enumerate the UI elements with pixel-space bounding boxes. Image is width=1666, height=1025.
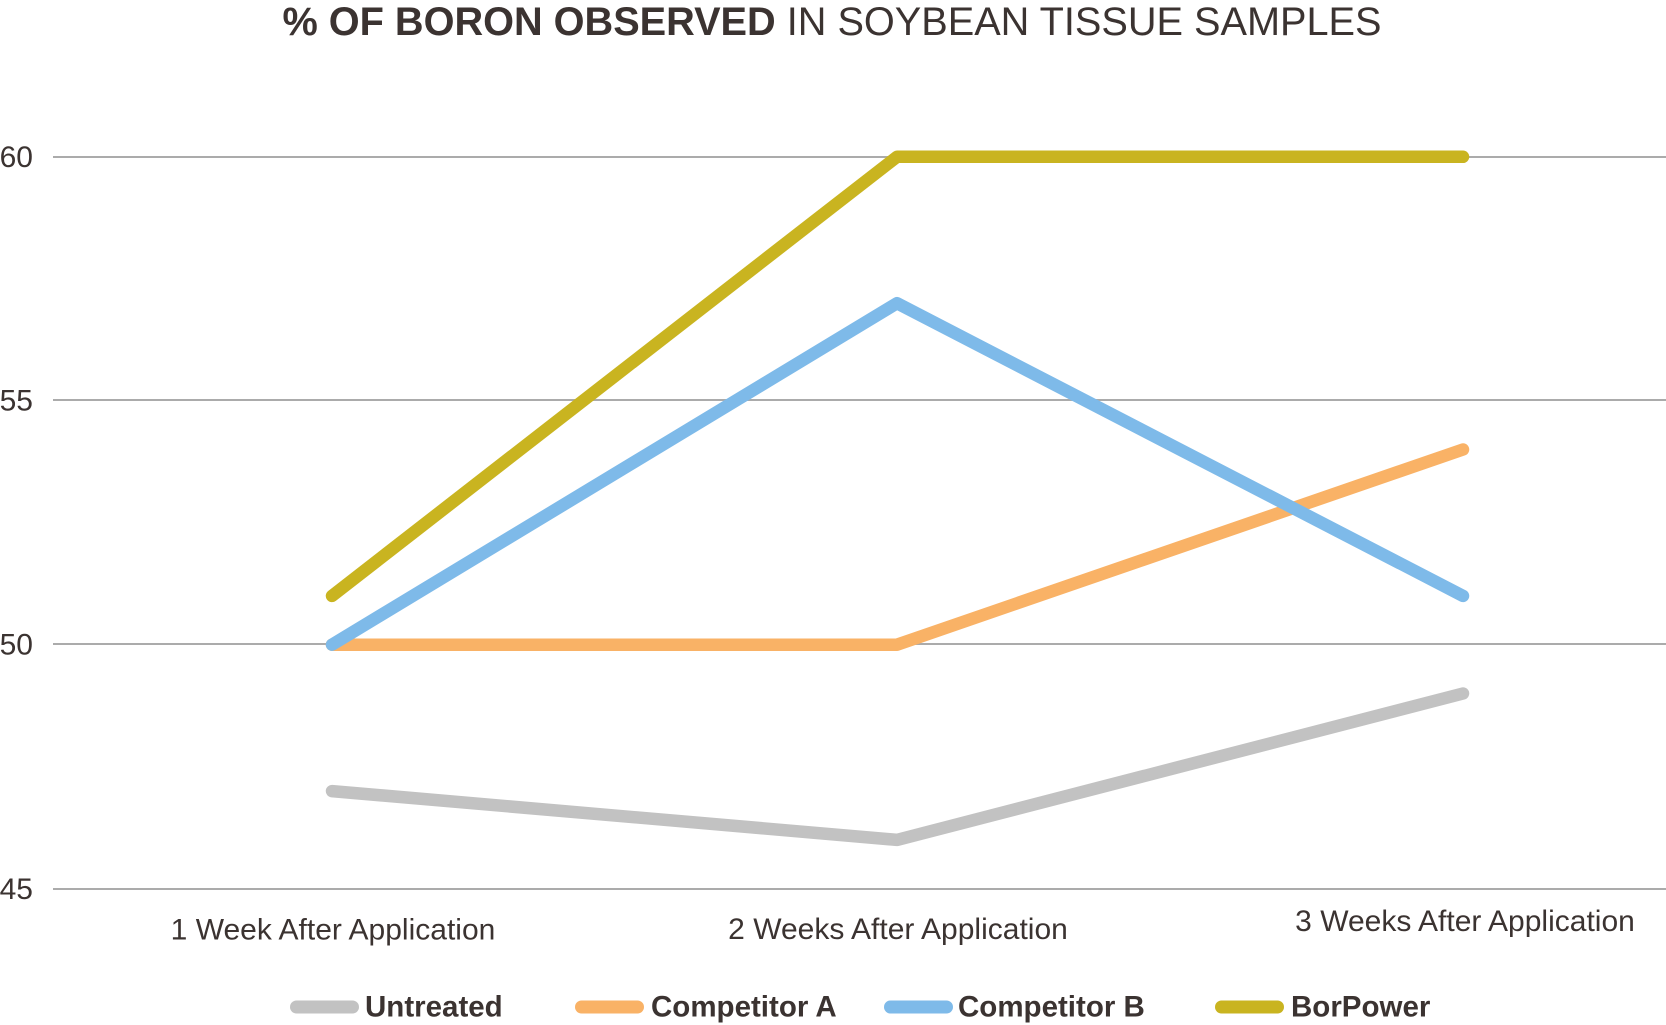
svg-text:60: 60 [0,141,33,174]
svg-text:55: 55 [0,385,33,418]
svg-text:% OF BORON OBSERVED IN SOYBEAN: % OF BORON OBSERVED IN SOYBEAN TISSUE SA… [282,0,1381,44]
svg-text:50: 50 [0,629,33,662]
svg-text:45: 45 [0,873,33,906]
svg-text:1 Week After Application: 1 Week After Application [171,914,496,947]
svg-text:3 Weeks After Application: 3 Weeks After Application [1295,905,1635,938]
svg-text:Competitor A: Competitor A [651,991,837,1024]
svg-text:2 Weeks After Application: 2 Weeks After Application [728,913,1068,946]
svg-text:BorPower: BorPower [1291,991,1431,1024]
svg-text:Untreated: Untreated [365,991,503,1024]
svg-text:Competitor B: Competitor B [958,991,1145,1024]
